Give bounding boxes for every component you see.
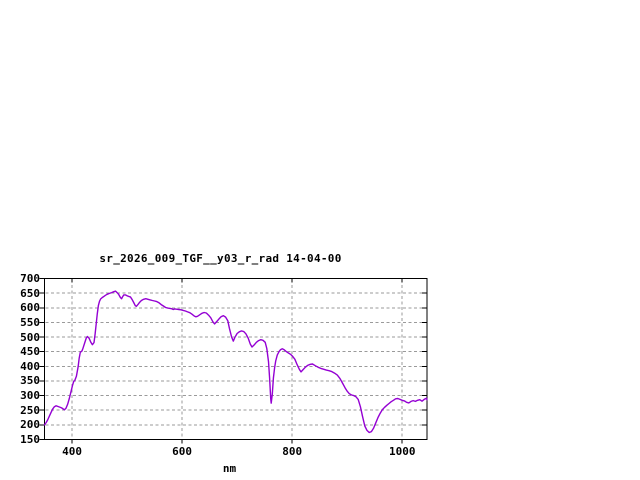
- y-tick-label: 500: [20, 330, 40, 344]
- plot-frame: [44, 278, 428, 440]
- chart-title: sr_2026_009_TGF__y03_r_rad 14-04-00: [99, 252, 342, 265]
- y-tick-label: 450: [20, 345, 40, 359]
- x-tick-label: 400: [62, 445, 82, 458]
- y-tick-label: 550: [20, 315, 40, 329]
- x-axis-label: nm: [222, 462, 237, 475]
- y-tick-label: 250: [20, 403, 40, 417]
- spectrum-curve: [43, 290, 428, 434]
- y-tick-label: 700: [20, 272, 40, 285]
- y-tick-label: 300: [20, 389, 40, 403]
- y-tick-label: 400: [20, 359, 40, 373]
- y-tick-label: 200: [20, 418, 40, 432]
- y-tick-label: 600: [20, 301, 40, 315]
- x-tick-label: 600: [172, 445, 193, 458]
- y-tick-label: 350: [20, 374, 40, 388]
- x-tick-label: 1000: [388, 445, 416, 458]
- y-tick-label: 650: [20, 286, 40, 300]
- y-tick-label: 150: [20, 433, 40, 446]
- x-tick-label: 800: [282, 445, 303, 458]
